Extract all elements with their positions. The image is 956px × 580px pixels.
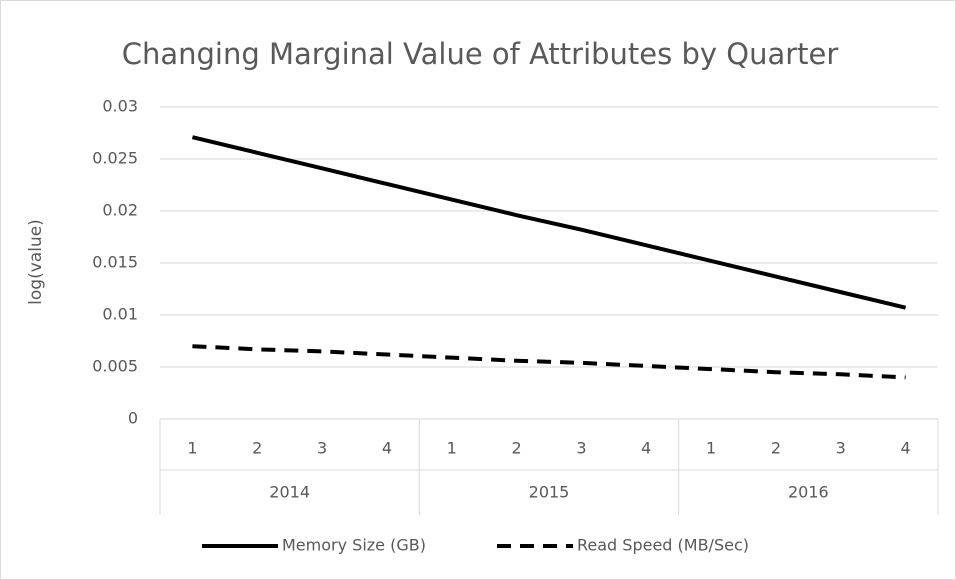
- series-line: [192, 344, 906, 380]
- y-axis-label: log(value): [26, 219, 46, 305]
- legend-label: Memory Size (GB): [282, 536, 426, 555]
- group-label: 2015: [529, 483, 570, 502]
- x-tick-label: 4: [900, 439, 910, 458]
- x-tick-label: 1: [187, 439, 197, 458]
- x-tick-label: 4: [382, 439, 392, 458]
- group-label: 2014: [269, 483, 310, 502]
- y-tick-label: 0.01: [102, 305, 138, 324]
- x-tick-label: 1: [706, 439, 716, 458]
- y-tick-label: 0.005: [92, 357, 138, 376]
- x-tick-label: 2: [771, 439, 781, 458]
- y-tick-label: 0: [128, 409, 138, 428]
- x-tick-label: 4: [641, 439, 651, 458]
- y-tick-label: 0.03: [102, 97, 138, 116]
- series-line: [191, 135, 907, 310]
- x-tick-label: 3: [836, 439, 846, 458]
- y-tick-label: 0.025: [92, 149, 138, 168]
- group-label: 2016: [788, 483, 829, 502]
- x-tick-label: 2: [252, 439, 262, 458]
- x-tick-label: 1: [447, 439, 457, 458]
- x-tick-label: 2: [511, 439, 521, 458]
- y-tick-label: 0.015: [92, 253, 138, 272]
- legend-label: Read Speed (MB/Sec): [577, 536, 749, 555]
- chart-title: Changing Marginal Value of Attributes by…: [122, 37, 839, 71]
- y-tick-label: 0.02: [102, 201, 138, 220]
- x-tick-label: 3: [317, 439, 327, 458]
- x-tick-label: 3: [576, 439, 586, 458]
